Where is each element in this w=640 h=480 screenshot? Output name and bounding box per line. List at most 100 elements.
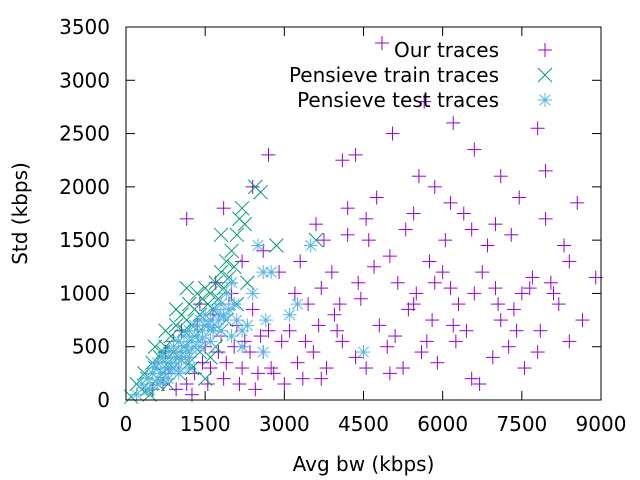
data-point [229,313,244,328]
data-point [203,286,218,301]
data-point [258,313,273,328]
marks-layer [123,35,603,405]
series-2 [129,238,371,402]
data-point [417,94,432,109]
data-point [214,297,228,312]
data-point [475,265,490,280]
data-point [211,345,226,360]
data-point [264,265,279,280]
data-point [277,377,292,392]
data-point [314,281,329,296]
data-point [208,275,224,291]
data-point [229,227,245,243]
data-point [158,339,173,355]
data-point [409,286,424,301]
data-point [282,323,297,338]
data-point [340,201,355,216]
data-point [226,259,242,275]
data-point [169,382,184,397]
data-point [253,329,268,344]
data-point [425,313,440,328]
data-point [256,243,271,258]
data-point [419,334,434,349]
data-point [290,297,305,312]
data-point [514,286,529,301]
data-point [203,350,218,365]
data-point [184,341,199,356]
data-point [401,302,416,317]
data-point [443,281,458,296]
data-point [485,350,500,365]
data-point [248,382,263,397]
data-point [319,361,334,376]
data-point [446,318,461,333]
data-point [480,238,495,253]
data-point [335,153,350,168]
data-point [200,377,215,392]
data-point [530,345,545,360]
data-point [367,259,382,274]
data-point [184,387,199,402]
data-point [330,323,345,338]
data-point [256,265,271,280]
data-point [261,323,276,338]
data-point [488,281,503,296]
y-tick-label: 1500 [59,228,110,252]
data-point [411,169,426,184]
data-point [493,313,508,328]
data-point [161,371,176,386]
y-tick-label: 1000 [59,281,110,305]
data-point [438,233,453,248]
data-point [129,387,144,402]
data-point [245,302,260,317]
data-point [467,142,482,157]
data-point [543,275,558,290]
legend-label: Our traces [394,38,499,62]
data-point [282,307,297,322]
data-point [351,275,366,290]
data-point [309,217,323,232]
data-point [256,345,271,360]
data-point [427,179,442,194]
data-point [179,377,194,392]
y-tick-label: 0 [97,388,110,412]
x-tick-label: 3000 [259,412,310,436]
data-point [369,190,384,205]
data-point [237,334,252,349]
data-point [382,249,397,264]
data-point [451,297,466,312]
data-point [314,371,329,386]
data-point [235,254,250,269]
data-point [287,286,302,301]
x-axis-label: Avg bw (kbps) [293,452,435,476]
data-point [327,307,342,322]
data-point [179,280,195,296]
legend-marker [538,93,552,107]
data-point [488,217,503,232]
data-point [221,270,237,285]
x-tick-label: 9000 [576,412,627,436]
data-point [206,320,221,335]
data-point [274,334,289,349]
data-point [224,329,239,344]
data-point [213,264,229,280]
data-point [435,265,450,280]
data-point [464,371,479,386]
data-point [197,371,213,387]
x-tick-label: 4500 [338,412,389,436]
data-point [562,254,577,269]
data-point [224,275,239,290]
legend-marker [537,67,553,83]
data-point [227,297,242,312]
data-point [406,297,421,312]
data-point [382,366,397,381]
data-point [142,382,157,397]
data-point [250,238,265,253]
data-point [396,361,411,376]
data-point [235,339,250,354]
x-tick-label: 1500 [180,412,231,436]
data-point [385,126,400,141]
legend-label: Pensieve train traces [289,63,499,87]
data-point [538,211,553,226]
y-tick-label: 2500 [59,122,110,146]
